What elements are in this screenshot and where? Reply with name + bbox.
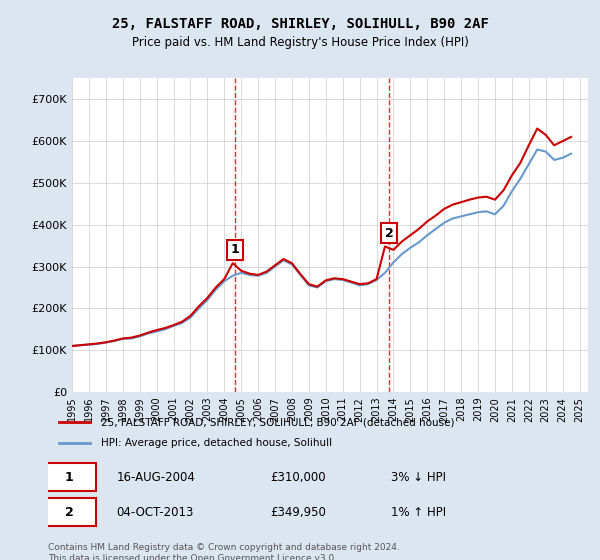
FancyBboxPatch shape [43,464,95,492]
FancyBboxPatch shape [43,498,95,526]
Text: 04-OCT-2013: 04-OCT-2013 [116,506,194,519]
Text: 1: 1 [65,471,73,484]
Text: 16-AUG-2004: 16-AUG-2004 [116,471,196,484]
Text: £310,000: £310,000 [270,471,325,484]
Text: 3% ↓ HPI: 3% ↓ HPI [391,471,446,484]
Text: 25, FALSTAFF ROAD, SHIRLEY, SOLIHULL, B90 2AF: 25, FALSTAFF ROAD, SHIRLEY, SOLIHULL, B9… [112,17,488,31]
Text: 25, FALSTAFF ROAD, SHIRLEY, SOLIHULL, B90 2AF (detached house): 25, FALSTAFF ROAD, SHIRLEY, SOLIHULL, B9… [101,417,454,427]
Text: HPI: Average price, detached house, Solihull: HPI: Average price, detached house, Soli… [101,438,332,448]
Text: Contains HM Land Registry data © Crown copyright and database right 2024.
This d: Contains HM Land Registry data © Crown c… [48,543,400,560]
Text: Price paid vs. HM Land Registry's House Price Index (HPI): Price paid vs. HM Land Registry's House … [131,36,469,49]
Text: 2: 2 [65,506,73,519]
Text: 1: 1 [230,244,239,256]
Text: £349,950: £349,950 [270,506,326,519]
Text: 2: 2 [385,227,394,240]
Text: 1% ↑ HPI: 1% ↑ HPI [391,506,446,519]
